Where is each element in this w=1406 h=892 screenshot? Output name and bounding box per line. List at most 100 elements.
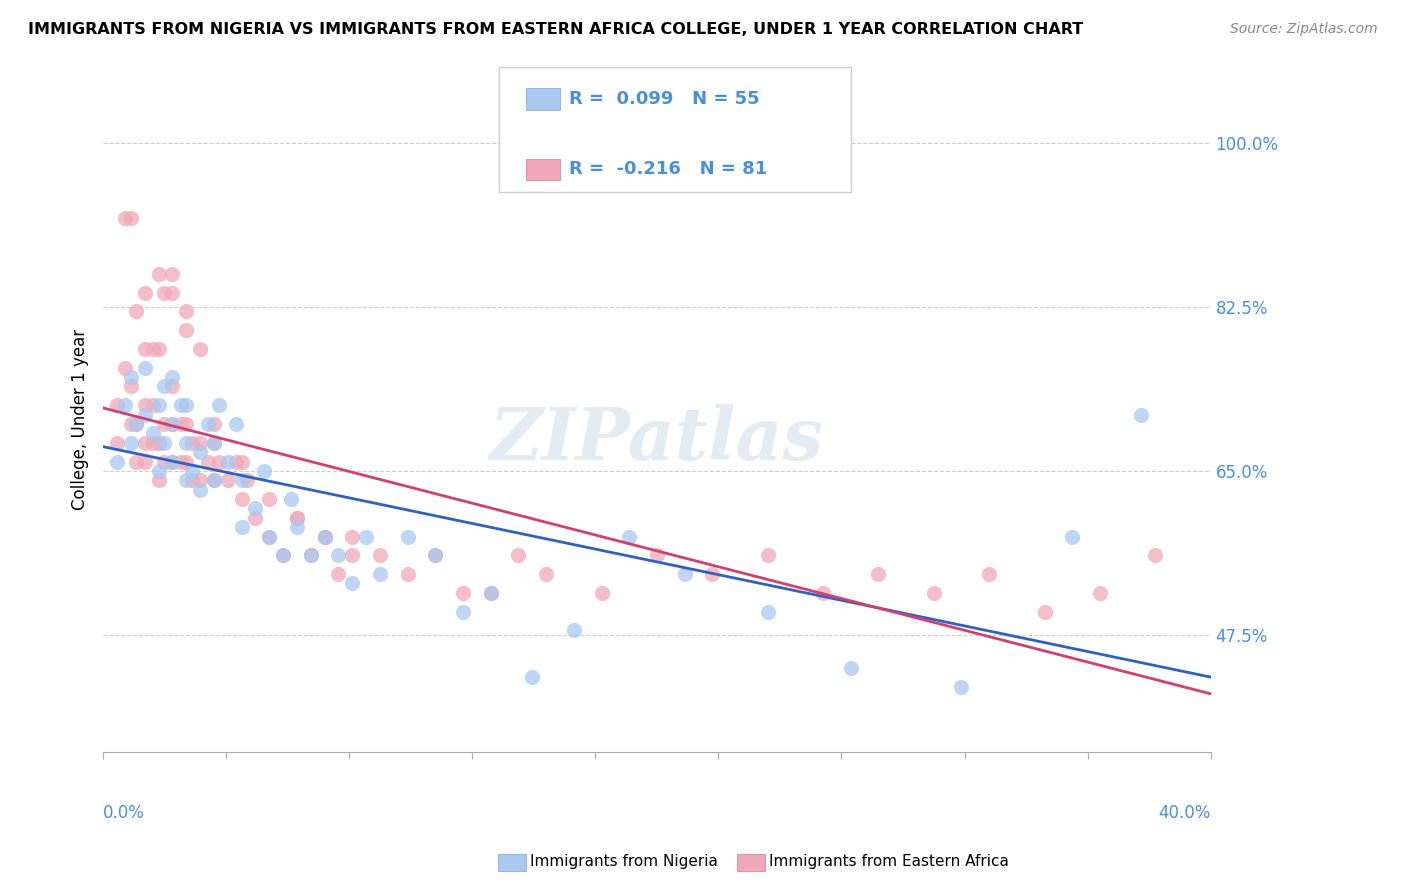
Point — [142, 398, 165, 412]
Point — [591, 586, 613, 600]
Point — [162, 417, 184, 431]
Point — [868, 567, 890, 582]
Point — [125, 304, 148, 318]
Point — [673, 567, 696, 582]
Point — [125, 417, 148, 431]
Point — [451, 586, 474, 600]
Point — [328, 549, 350, 563]
Point — [645, 549, 668, 563]
Point — [188, 445, 211, 459]
Point — [153, 435, 176, 450]
Point — [922, 586, 945, 600]
Text: 40.0%: 40.0% — [1159, 804, 1211, 822]
Text: R =  -0.216   N = 81: R = -0.216 N = 81 — [569, 161, 768, 178]
Point — [142, 342, 165, 356]
Point — [368, 567, 391, 582]
Point — [114, 360, 136, 375]
Point — [148, 464, 170, 478]
Point — [162, 454, 184, 468]
Point — [148, 342, 170, 356]
Point — [619, 530, 641, 544]
Point — [120, 211, 142, 225]
Point — [114, 211, 136, 225]
Point — [162, 379, 184, 393]
Point — [134, 285, 156, 300]
Point — [342, 549, 364, 563]
Point — [162, 267, 184, 281]
Point — [342, 530, 364, 544]
Text: Immigrants from Eastern Africa: Immigrants from Eastern Africa — [769, 855, 1010, 869]
Point — [522, 670, 544, 684]
Point — [202, 417, 225, 431]
Point — [479, 586, 502, 600]
Point — [811, 586, 834, 600]
Point — [231, 491, 253, 506]
Point — [342, 576, 364, 591]
Point — [396, 530, 419, 544]
Point — [134, 435, 156, 450]
Point — [368, 549, 391, 563]
Point — [1144, 549, 1167, 563]
Point — [188, 473, 211, 487]
Point — [162, 285, 184, 300]
Text: Immigrants from Nigeria: Immigrants from Nigeria — [530, 855, 718, 869]
Point — [479, 586, 502, 600]
Point — [174, 473, 197, 487]
Point — [142, 426, 165, 441]
Point — [174, 454, 197, 468]
Point — [259, 491, 281, 506]
Point — [162, 417, 184, 431]
Point — [508, 549, 530, 563]
Point — [148, 267, 170, 281]
Point — [188, 435, 211, 450]
Point — [202, 435, 225, 450]
Point — [285, 510, 308, 524]
Point — [208, 454, 231, 468]
Point — [134, 398, 156, 412]
Point — [174, 323, 197, 337]
Text: IMMIGRANTS FROM NIGERIA VS IMMIGRANTS FROM EASTERN AFRICA COLLEGE, UNDER 1 YEAR : IMMIGRANTS FROM NIGERIA VS IMMIGRANTS FR… — [28, 22, 1084, 37]
Point — [534, 567, 557, 582]
Point — [259, 530, 281, 544]
Point — [162, 370, 184, 384]
Point — [153, 454, 176, 468]
Point — [285, 510, 308, 524]
Y-axis label: College, Under 1 year: College, Under 1 year — [72, 329, 89, 510]
Point — [259, 530, 281, 544]
Point — [236, 473, 259, 487]
Point — [174, 435, 197, 450]
Point — [162, 454, 184, 468]
Point — [1062, 530, 1084, 544]
Point — [105, 435, 128, 450]
Point — [451, 605, 474, 619]
Point — [225, 417, 247, 431]
Point — [756, 549, 779, 563]
Point — [217, 454, 239, 468]
Point — [245, 510, 267, 524]
Text: Source: ZipAtlas.com: Source: ZipAtlas.com — [1230, 22, 1378, 37]
Point — [979, 567, 1001, 582]
Point — [188, 342, 211, 356]
Point — [153, 417, 176, 431]
Point — [120, 417, 142, 431]
Point — [202, 473, 225, 487]
Point — [188, 483, 211, 497]
Point — [950, 680, 973, 694]
Point — [148, 473, 170, 487]
Point — [354, 530, 377, 544]
Point — [105, 454, 128, 468]
Point — [169, 454, 191, 468]
Point — [280, 491, 302, 506]
Point — [169, 398, 191, 412]
Point — [169, 417, 191, 431]
Point — [285, 520, 308, 534]
Point — [148, 398, 170, 412]
Point — [396, 567, 419, 582]
Point — [425, 549, 447, 563]
Point — [253, 464, 276, 478]
Point — [148, 435, 170, 450]
Point — [314, 530, 336, 544]
Point — [271, 549, 294, 563]
Point — [1130, 408, 1153, 422]
Point — [231, 473, 253, 487]
